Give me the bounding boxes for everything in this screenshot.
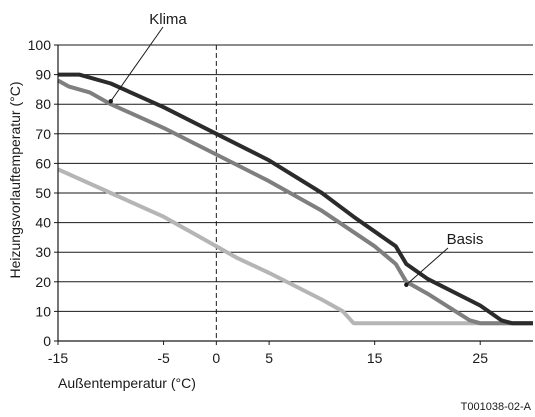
y-tick-label-90: 90 <box>35 67 51 83</box>
callout-label-1: Klima <box>149 11 187 28</box>
callout-leader-1 <box>110 26 164 102</box>
y-tick-label-100: 100 <box>28 37 52 53</box>
y-tick-labels: 0 10 20 30 40 50 60 70 80 90 100 <box>28 37 58 349</box>
y-axis-title: Heizungsvorlauftemperatur (°C) <box>7 81 23 278</box>
x-tick-label-15: 15 <box>367 350 383 366</box>
figure-code: T001038-02-A <box>461 401 532 413</box>
x-tick-label-5: 5 <box>265 350 273 366</box>
y-tick-label-70: 70 <box>35 126 51 142</box>
y-tick-label-10: 10 <box>35 303 51 319</box>
series-line-1 <box>58 72 533 326</box>
x-tick-label-25: 25 <box>472 350 488 366</box>
callout-leader-2 <box>406 247 449 286</box>
y-tick-label-30: 30 <box>35 244 51 260</box>
callout-label-2: Basis <box>447 231 484 248</box>
x-tick-label--15: -15 <box>48 350 68 366</box>
series-line-3 <box>57 167 533 326</box>
grid-lines <box>58 44 533 342</box>
y-tick-label-20: 20 <box>35 274 51 290</box>
series-line-2 <box>57 78 533 326</box>
callout-dot-2 <box>404 282 409 287</box>
callout-dot-1 <box>108 99 113 104</box>
y-tick-label-0: 0 <box>43 333 51 349</box>
series-layer <box>57 72 533 326</box>
y-tick-label-80: 80 <box>35 96 51 112</box>
y-tick-label-40: 40 <box>35 215 51 231</box>
y-tick-label-60: 60 <box>35 155 51 171</box>
x-tick-label-0: 0 <box>212 350 220 366</box>
x-axis-title: Außentemperatur (°C) <box>58 375 196 391</box>
x-tick-labels: -15 -5 0 5 15 25 <box>48 341 488 366</box>
callout-layer: Klima Basis <box>108 11 484 287</box>
x-tick-label--5: -5 <box>157 350 170 366</box>
y-tick-label-50: 50 <box>35 185 51 201</box>
